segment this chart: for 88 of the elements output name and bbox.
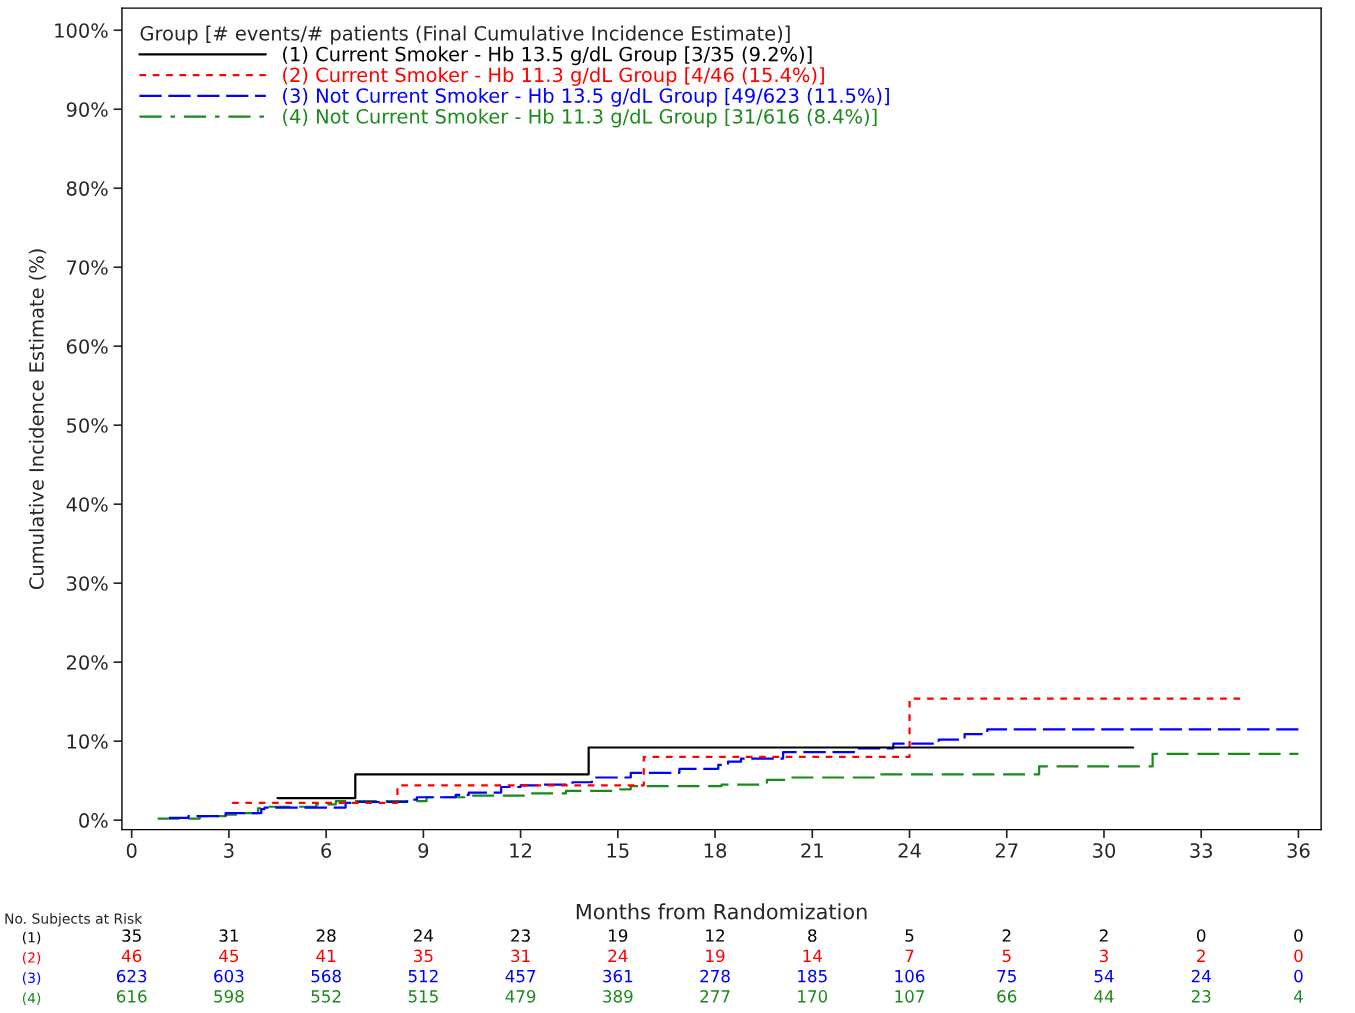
data-label: 19 <box>609 929 628 942</box>
text: (4) Not Current Smoker - Hb 11.3 g/dL Group [31/616 (8.4%)] <box>283 108 877 128</box>
data-label: 24 <box>608 949 628 962</box>
data-label: 5 <box>1002 949 1011 963</box>
data-label: 0 <box>1294 969 1303 983</box>
x-tick-label: 15 <box>607 843 629 858</box>
data-label: 45 <box>219 949 239 963</box>
y-tick-label: 10% <box>67 734 108 749</box>
x-tick-label: 30 <box>1093 843 1116 858</box>
data-label: 2 <box>1197 949 1205 962</box>
data-label: 479 <box>505 990 536 1003</box>
data-label: 0 <box>1294 949 1303 963</box>
y-tick-label: 30% <box>67 576 108 591</box>
x-tick-label: 0 <box>126 843 137 858</box>
data-label: 0 <box>1197 929 1206 942</box>
x-tick-label: 12 <box>510 843 532 858</box>
x-tick-label: 33 <box>1190 843 1213 858</box>
data-label: 623 <box>116 969 147 983</box>
data-label: 616 <box>116 990 147 1003</box>
x-tick-label: 36 <box>1287 843 1310 858</box>
y-tick-label: 60% <box>66 339 108 354</box>
data-label: 14 <box>803 949 822 962</box>
data-label: 7 <box>905 949 914 962</box>
data-label: 24 <box>1191 969 1211 983</box>
data-label: 106 <box>895 969 925 983</box>
data-label: 23 <box>1191 990 1211 1003</box>
x-axis-title: Months from Randomization <box>576 903 867 920</box>
y-tick-label: 100% <box>55 23 108 38</box>
y-tick-label: (1) <box>22 931 41 945</box>
legend-title: Group [# events/# patients (Final Cumulative Incidence Estimate)] <box>140 25 790 45</box>
data-label: 8 <box>808 929 817 942</box>
text: (3) Not Current Smoker - Hb 13.5 g/dL Group [49/623 (11.5%)] <box>283 87 889 107</box>
data-label: 24 <box>413 929 434 942</box>
data-label: 75 <box>997 969 1016 983</box>
data-label: 3 <box>1099 949 1108 963</box>
data-label: 568 <box>311 969 341 983</box>
y-tick-label: 70% <box>67 260 108 275</box>
y-tick-label: 40% <box>66 497 108 512</box>
y-tick-label: (3) <box>22 972 41 985</box>
data-label: 2 <box>1002 929 1011 942</box>
y-tick-label: (2) <box>22 952 41 965</box>
x-tick-label: 27 <box>995 843 1018 858</box>
data-label: 28 <box>316 929 336 942</box>
data-label: 31 <box>511 949 530 963</box>
chart-title: No. Subjects at Risk <box>5 913 143 927</box>
data-label: 457 <box>505 969 536 983</box>
data-label: 0 <box>1294 929 1303 942</box>
data-label: 35 <box>414 949 433 963</box>
data-label: 35 <box>122 929 141 942</box>
data-label: 23 <box>511 929 530 942</box>
y-tick-label: 90% <box>66 102 108 117</box>
text: (1) Current Smoker - Hb 13.5 g/dL Group [3/35 (9.2%)] <box>283 46 812 66</box>
data-label: 603 <box>214 969 244 983</box>
x-tick-label: 6 <box>321 843 332 858</box>
text: (2) Current Smoker - Hb 11.3 g/dL Group [4/46 (15.4%)] <box>283 67 824 86</box>
data-label: 19 <box>706 949 725 963</box>
data-label: 54 <box>1094 969 1114 983</box>
y-tick-label: 50% <box>67 418 108 433</box>
data-label: 12 <box>706 929 724 942</box>
x-tick-label: 21 <box>801 843 823 858</box>
data-label: 278 <box>700 969 730 983</box>
y-axis-title: Cumulative Incidence Estimate (%) <box>28 249 47 590</box>
x-tick-label: 18 <box>704 843 727 858</box>
data-label: 46 <box>121 949 142 963</box>
x-tick-label: 24 <box>898 843 921 858</box>
data-label: 2 <box>1099 929 1108 942</box>
y-tick-label: (4) <box>22 992 41 1005</box>
data-label: 107 <box>895 990 924 1003</box>
x-tick-label: 3 <box>224 843 234 858</box>
data-label: 512 <box>408 969 438 983</box>
y-tick-label: 20% <box>66 655 108 670</box>
data-label: 552 <box>311 990 341 1003</box>
y-tick-label: 0% <box>79 813 108 828</box>
data-label: 5 <box>905 929 914 942</box>
y-tick-label: 80% <box>66 181 108 196</box>
data-label: 4 <box>1293 990 1303 1003</box>
data-label: 44 <box>1094 990 1114 1003</box>
data-label: 41 <box>316 949 336 962</box>
data-label: 515 <box>408 990 438 1003</box>
data-label: 598 <box>214 990 244 1003</box>
data-label: 185 <box>798 969 827 983</box>
data-label: 361 <box>603 969 633 983</box>
data-label: 66 <box>997 990 1017 1003</box>
x-tick-label: 9 <box>418 843 429 858</box>
data-label: 277 <box>700 990 730 1003</box>
data-label: 31 <box>219 929 238 942</box>
data-label: 389 <box>603 990 633 1003</box>
data-label: 170 <box>798 990 828 1003</box>
